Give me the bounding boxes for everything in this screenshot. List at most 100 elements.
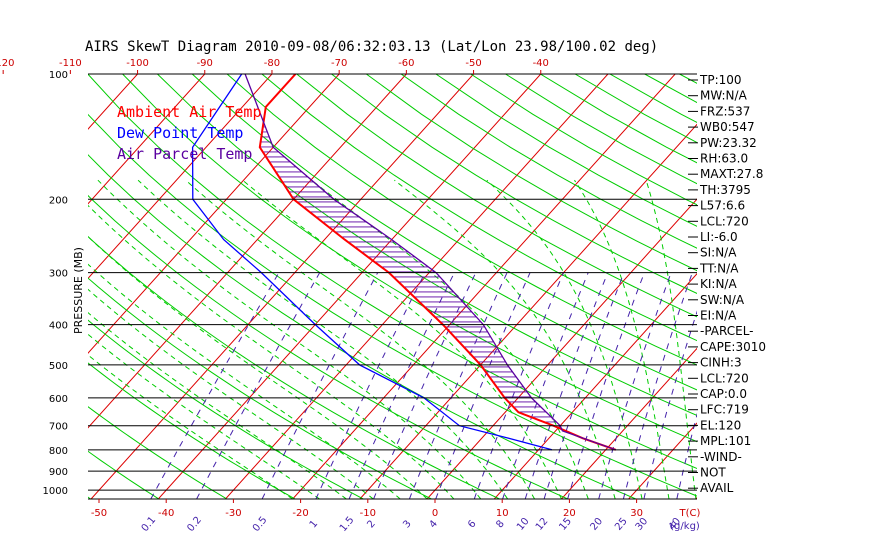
dry-adiabat-line <box>644 74 697 104</box>
bottom-tick-label: -40 <box>158 508 174 519</box>
index-label: SW:N/A <box>700 293 745 307</box>
moist-adiabat-line <box>88 263 401 499</box>
isotherm-line <box>88 74 340 354</box>
isotherm-line <box>292 74 676 499</box>
dry-adiabat-line <box>400 74 697 249</box>
mixing-ratio-line <box>196 272 321 499</box>
index-label: NOT <box>700 466 726 480</box>
legend-entry: Ambient Air Temp <box>117 103 262 121</box>
index-label: KI:N/A <box>700 277 737 291</box>
pressure-tick-label: 400 <box>49 321 68 332</box>
isotherm-line <box>830 74 870 499</box>
pressure-tick-label: 100 <box>49 70 68 81</box>
index-label: CAP:0.0 <box>700 387 747 401</box>
index-label: AVAIL <box>700 481 734 495</box>
moist-adiabat-line <box>88 204 455 499</box>
index-label: LCL:720 <box>700 214 749 228</box>
index-label: TP:100 <box>699 73 742 87</box>
dry-adiabat-line <box>749 74 870 499</box>
mixing-ratio-label: 25 <box>613 516 630 533</box>
mixing-ratio-line <box>150 272 280 499</box>
index-label: -WIND- <box>700 450 742 464</box>
top-tick-label: -70 <box>331 58 347 69</box>
moist-adiabat-line <box>137 179 509 499</box>
index-label: LI:-6.0 <box>700 230 738 244</box>
isotherm-line <box>88 74 273 280</box>
isotherm-line <box>426 198 697 499</box>
index-label: LFC:719 <box>700 403 749 417</box>
index-label: SI:N/A <box>700 246 737 260</box>
dry-adiabat-line <box>226 74 697 366</box>
top-tick-label: -60 <box>398 58 414 69</box>
mixing-ratio-label: 2 <box>365 518 378 530</box>
pressure-tick-label: 300 <box>49 269 68 280</box>
moist-adiabat-line <box>242 179 562 499</box>
index-label: RH:63.0 <box>700 152 748 166</box>
index-label: TT:N/A <box>699 261 739 275</box>
bottom-tick-label: 20 <box>563 508 576 519</box>
bottom-tick-label: -50 <box>91 508 107 519</box>
top-tick-label: -90 <box>197 58 213 69</box>
moist-adiabat-line <box>486 179 643 499</box>
dry-adiabat-line <box>88 277 432 499</box>
dry-adiabat-line <box>366 74 697 272</box>
isotherm-line <box>225 74 609 499</box>
mixing-ratio-line <box>348 272 455 499</box>
dry-adiabat-line <box>470 74 697 206</box>
index-label: MW:N/A <box>700 89 748 103</box>
dry-adiabat-line <box>88 450 160 499</box>
dry-adiabat-line <box>191 74 697 391</box>
mixing-ratio-label: 4 <box>428 518 441 530</box>
moist-adiabat-line <box>311 179 589 499</box>
legend-entry: Air Parcel Temp <box>117 145 252 163</box>
mixing-ratio-line <box>261 272 379 499</box>
y-axis-label: PRESSURE (MB) <box>72 247 85 334</box>
mixing-ratio-line <box>435 272 531 499</box>
top-tick-label: -50 <box>465 58 481 69</box>
mixing-ratio-line <box>598 272 672 499</box>
isotherm-line <box>88 74 206 205</box>
index-label: MPL:101 <box>700 434 751 448</box>
mixing-ratio-line <box>543 272 625 499</box>
index-label: -PARCEL- <box>700 324 754 338</box>
dry-adiabat-line <box>88 319 364 499</box>
mixing-ratio-label: 1.5 <box>338 515 357 534</box>
bottom-tick-label: 10 <box>496 508 509 519</box>
pressure-tick-label: 900 <box>49 467 68 478</box>
pressure-tick-label: 500 <box>49 361 68 372</box>
dry-adiabat-line <box>0 74 23 499</box>
mixing-ratio-label: 12 <box>534 516 551 533</box>
moist-adiabat-line <box>88 333 320 499</box>
mixing-ratio-line <box>408 272 508 499</box>
mixing-ratio-unit-label: (g/kg) <box>670 521 700 532</box>
bottom-tick-label: -20 <box>292 508 308 519</box>
pressure-tick-label: 200 <box>49 195 68 206</box>
moist-adiabat-line <box>88 235 428 499</box>
mixing-ratio-label: 8 <box>494 518 507 530</box>
mixing-ratio-line <box>502 272 589 499</box>
pressure-tick-label: 800 <box>49 446 68 457</box>
top-tick-label: -110 <box>59 58 82 69</box>
dry-adiabat-line <box>88 113 697 497</box>
index-label: CAPE:3010 <box>700 340 766 354</box>
pressure-tick-label: 1000 <box>43 486 68 497</box>
mixing-ratio-line <box>315 272 426 499</box>
index-label: WB0:547 <box>700 120 755 134</box>
bottom-tick-label: 30 <box>630 508 643 519</box>
mixing-ratio-line <box>643 310 697 499</box>
chart-title: AIRS SkewT Diagram 2010-09-08/06:32:03.1… <box>85 39 658 55</box>
mixing-ratio-label: 20 <box>588 516 605 533</box>
index-label: CINH:3 <box>700 356 742 370</box>
isotherm-line <box>359 123 697 499</box>
mixing-ratio-line <box>473 272 565 499</box>
isotherm-line <box>157 74 542 499</box>
dry-adiabat-line <box>88 194 568 499</box>
mixing-ratio-label: 6 <box>466 518 479 530</box>
pressure-tick-label: 600 <box>49 394 68 405</box>
top-tick-label: -40 <box>533 58 549 69</box>
bottom-unit-label: T(C) <box>679 508 701 519</box>
legend-entry: Dew Point Temp <box>117 124 243 142</box>
index-label: EL:120 <box>700 418 741 432</box>
moist-adiabat-line <box>185 179 536 499</box>
